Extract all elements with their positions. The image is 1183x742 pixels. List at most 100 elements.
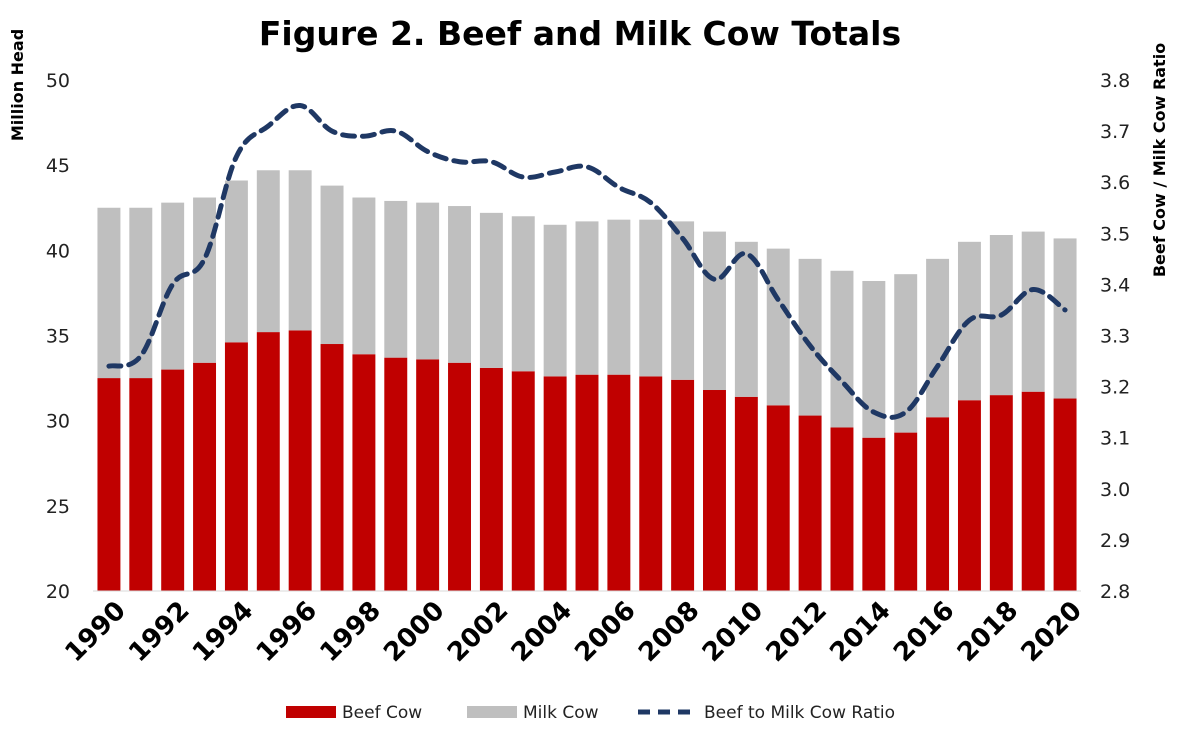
beef-cow-bar (416, 359, 440, 591)
y-tick-label: 50 (46, 70, 70, 92)
milk-cow-bar (256, 170, 280, 333)
x-tick-label: 1990 (59, 596, 131, 668)
beef-cow-bar (830, 427, 854, 591)
beef-cow-bar (989, 395, 1013, 591)
x-tick-label: 2020 (1016, 596, 1088, 668)
y2-tick-label: 3.5 (1100, 223, 1130, 245)
legend-beef-label: Beef Cow (342, 703, 422, 723)
y-tick-label: 20 (46, 581, 70, 603)
x-tick-label: 1992 (123, 596, 195, 668)
x-tick-label: 2006 (569, 596, 641, 668)
ratio-line (106, 103, 1068, 420)
milk-cow-bar (193, 197, 217, 363)
milk-cow-bar (416, 202, 440, 360)
y-tick-label: 40 (46, 240, 70, 262)
milk-cow-bar (97, 207, 121, 379)
beef-cow-bar (575, 374, 599, 591)
legend-beef-swatch (286, 706, 336, 718)
y2-tick-label: 3.1 (1100, 428, 1130, 450)
beef-cow-bar (193, 362, 217, 591)
beef-cow-bar (448, 362, 471, 591)
milk-cow-bar (798, 258, 822, 416)
milk-cow-bar (894, 274, 918, 433)
milk-cow-bar (129, 207, 153, 379)
beef-cow-bar (957, 400, 981, 591)
y2-tick-label: 3.6 (1100, 172, 1130, 194)
x-tick-label: 2004 (506, 596, 578, 668)
y-tick-label: 35 (46, 326, 70, 348)
x-tick-label: 1996 (251, 596, 323, 668)
beef-cow-bar (1021, 391, 1045, 591)
beef-cow-bar (671, 379, 695, 591)
beef-cow-bar (607, 374, 631, 591)
beef-cow-bar (894, 432, 918, 591)
beef-cow-bar (511, 371, 535, 591)
y2-tick-label: 2.9 (1100, 530, 1130, 552)
bars (97, 170, 1077, 591)
x-axis-ticks: 1990199219941996199820002002200420062008… (59, 596, 1088, 668)
legend-milk-swatch (467, 706, 517, 718)
beef-cow-bar (384, 357, 408, 591)
milk-cow-bar (320, 185, 344, 345)
beef-cow-bar (129, 378, 153, 591)
beef-cow-bar (224, 342, 248, 591)
milk-cow-bar (352, 197, 376, 355)
x-tick-label: 2014 (824, 596, 896, 668)
beef-cow-bar (161, 369, 185, 591)
milk-cow-bar (224, 180, 248, 343)
beef-cow-bar (703, 390, 726, 591)
y2-tick-label: 3.2 (1100, 377, 1130, 399)
milk-cow-bar (862, 280, 886, 438)
beef-cow-bar (352, 354, 376, 591)
y-axis-title: Million Head (8, 29, 27, 141)
legend: Beef Cow Milk Cow Beef to Milk Cow Ratio (286, 703, 895, 723)
milk-cow-bar (479, 212, 503, 368)
y-tick-label: 30 (46, 411, 70, 433)
beef-cow-bar (926, 417, 950, 591)
x-tick-label: 2010 (697, 596, 769, 668)
milk-cow-bar (926, 258, 950, 418)
beef-cow-bar (1053, 398, 1077, 591)
beef-cow-bar (97, 378, 121, 591)
y-tick-label: 45 (46, 155, 70, 177)
beef-cow-bar (256, 332, 280, 591)
x-tick-label: 2008 (633, 596, 705, 668)
x-tick-label: 2016 (888, 596, 960, 668)
beef-cow-bar (479, 367, 503, 591)
legend-ratio-label: Beef to Milk Cow Ratio (704, 703, 895, 723)
x-tick-label: 2018 (952, 596, 1024, 668)
y2-tick-label: 3.8 (1100, 70, 1130, 92)
milk-cow-bar (766, 248, 790, 406)
beef-cow-bar (288, 330, 312, 591)
y2-tick-label: 3.7 (1100, 121, 1130, 143)
y2-tick-label: 3.4 (1100, 274, 1130, 296)
x-tick-label: 2012 (761, 596, 833, 668)
beef-cow-bar (798, 415, 822, 591)
milk-cow-bar (288, 170, 312, 331)
beef-cow-bar (766, 405, 790, 591)
y2-tick-label: 2.8 (1100, 581, 1130, 603)
beef-cow-bar (639, 376, 663, 591)
x-tick-label: 2000 (378, 596, 450, 668)
ratio-line-group (106, 103, 1068, 420)
milk-cow-bar (511, 216, 535, 372)
y-tick-label: 25 (46, 496, 70, 518)
milk-cow-bar (575, 221, 599, 375)
beef-cow-bar (543, 376, 567, 591)
chart-title: Figure 2. Beef and Milk Cow Totals (259, 14, 901, 53)
beef-cow-bar (734, 396, 758, 591)
x-tick-label: 1994 (187, 596, 259, 668)
y-axis-ticks: 20 25 30 35 40 45 50 (46, 70, 70, 603)
beef-cow-bar (862, 437, 886, 591)
y2-axis-ticks: 2.8 2.9 3.0 3.1 3.2 3.3 3.4 3.5 3.6 3.7 3.8 (1100, 70, 1130, 603)
y2-tick-label: 3.0 (1100, 479, 1130, 501)
milk-cow-bar (703, 231, 726, 391)
milk-cow-bar (671, 221, 695, 380)
legend-milk-label: Milk Cow (523, 703, 599, 723)
milk-cow-bar (639, 219, 663, 377)
x-tick-label: 1998 (314, 596, 386, 668)
milk-cow-bar (384, 200, 408, 358)
milk-cow-bar (448, 206, 471, 363)
milk-cow-bar (734, 241, 758, 397)
x-tick-label: 2002 (442, 596, 514, 668)
